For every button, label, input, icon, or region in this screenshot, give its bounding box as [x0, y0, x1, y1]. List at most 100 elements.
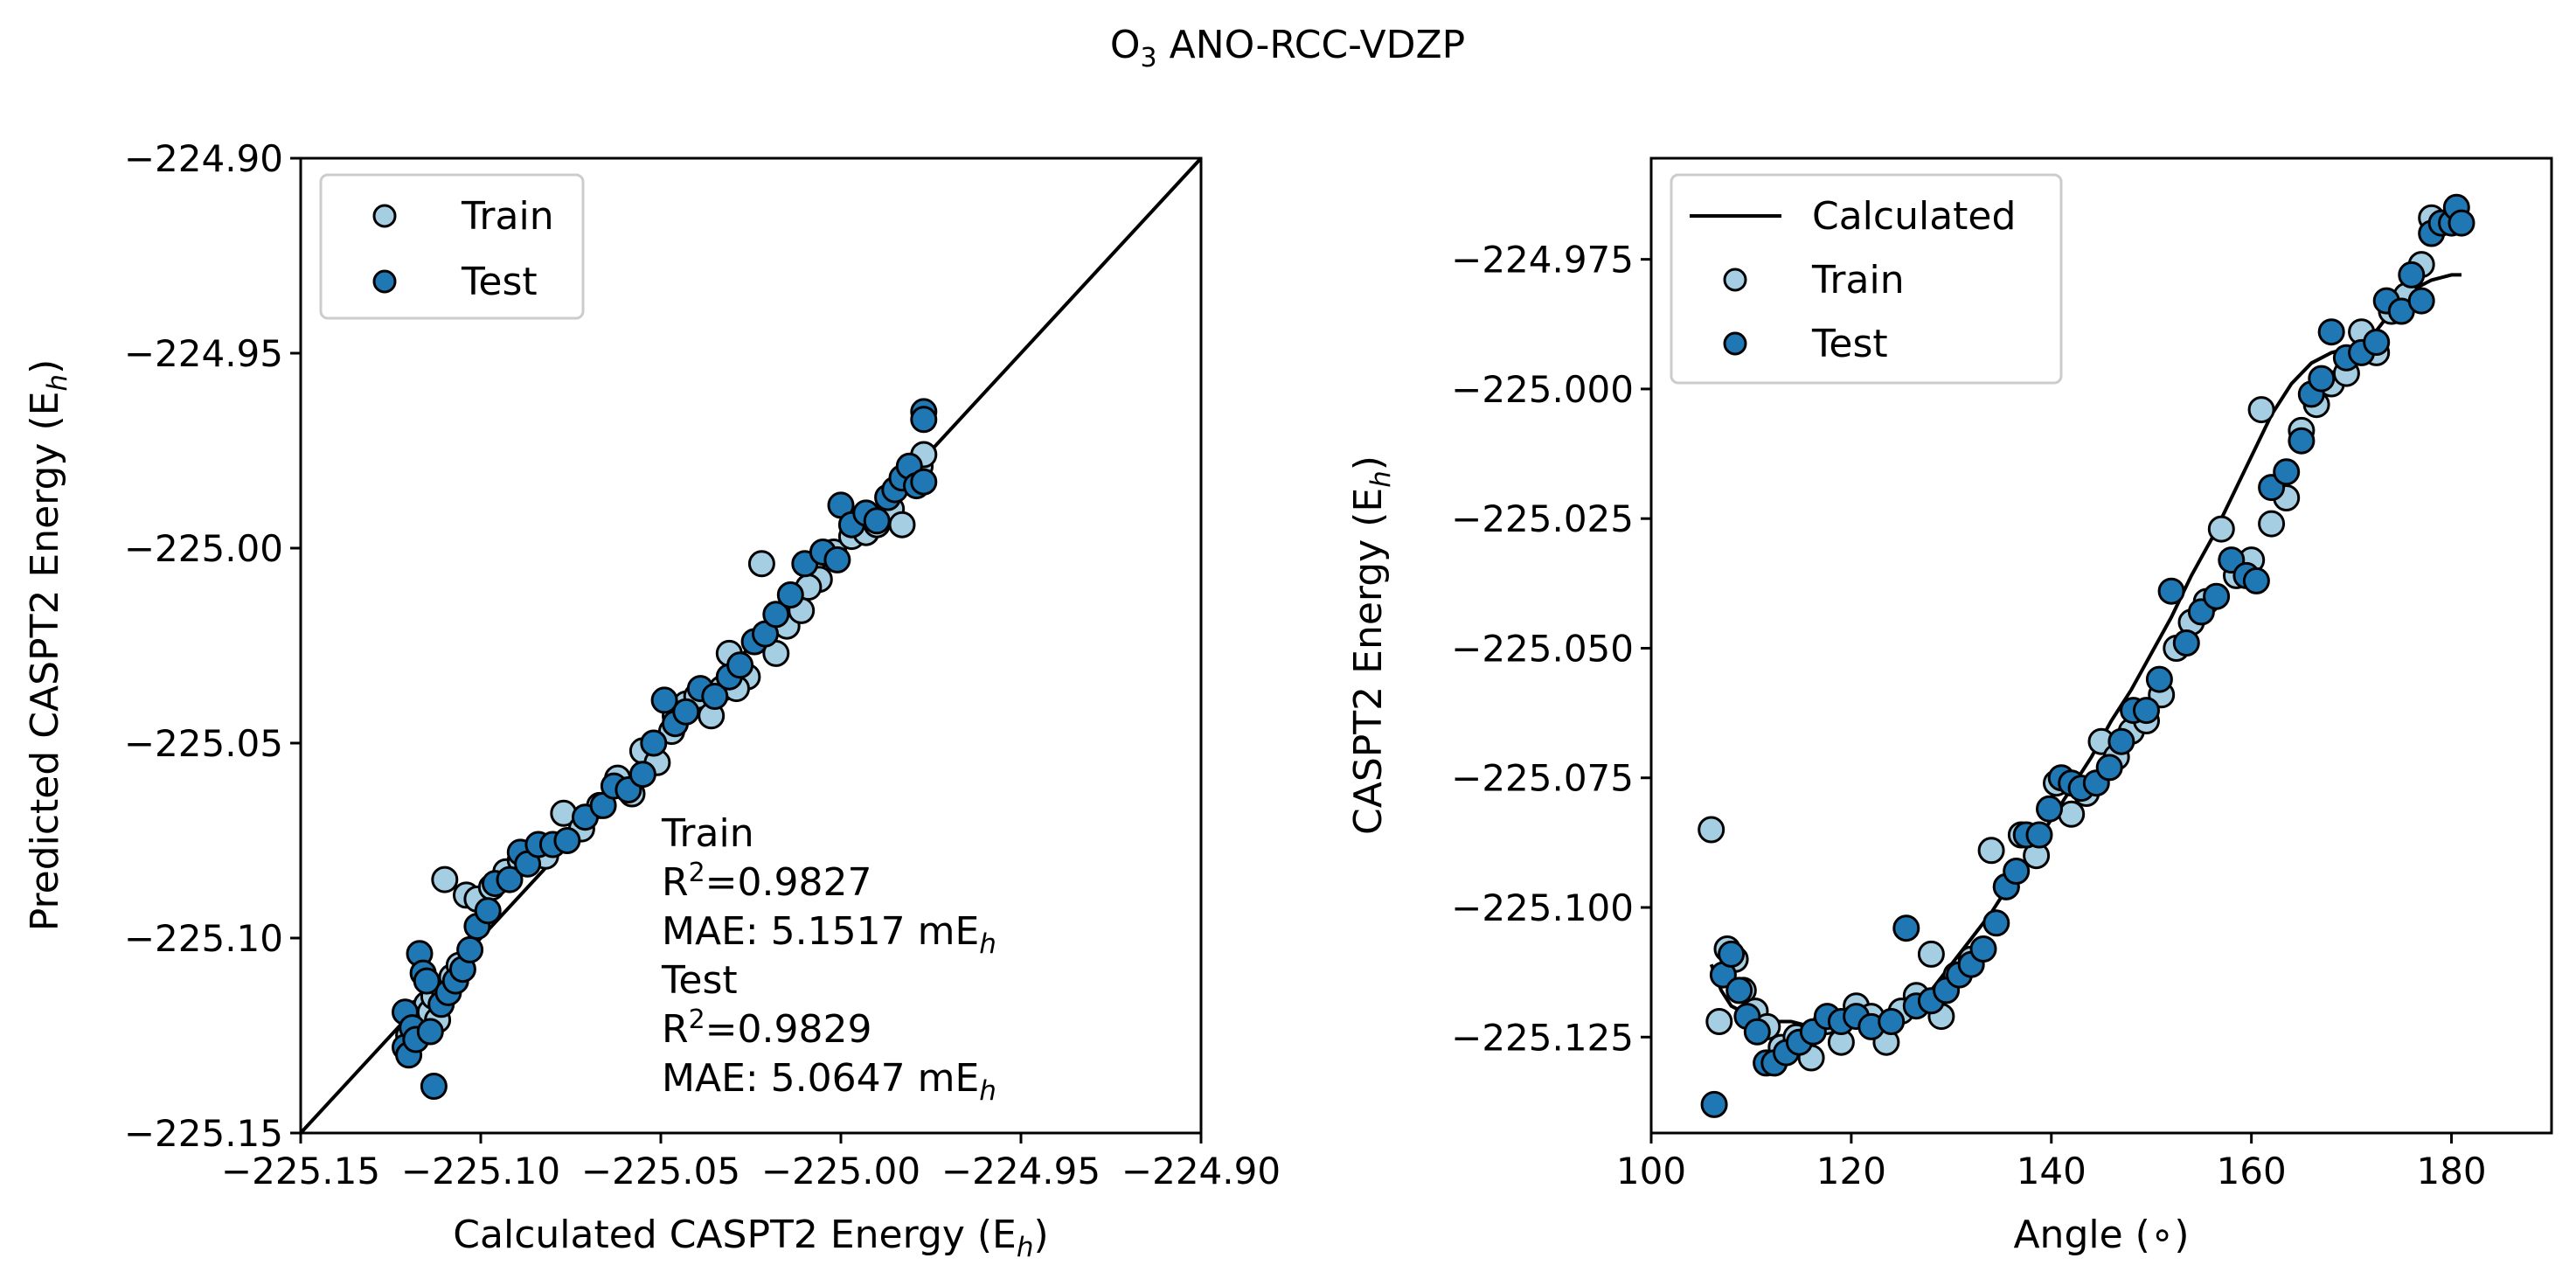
left-y-tick-label: −225.15: [124, 1112, 283, 1155]
test-series-right: [1700, 193, 2475, 1118]
test-point: [474, 897, 502, 925]
right-x-tick-label: 120: [1816, 1150, 1886, 1192]
left-x-tick-label: −225.00: [761, 1150, 920, 1192]
test-point: [1700, 1090, 1728, 1118]
right-y-tick-label: −225.125: [1451, 1016, 1634, 1059]
test-point: [1743, 1018, 1771, 1046]
right-panel: 100 120 140 160 180 −225.125 −225.100 −225.075…: [1346, 156, 2553, 1257]
train-point: [1698, 816, 1725, 844]
test-point: [2398, 261, 2426, 288]
left-x-axis-label: Calculated CASPT2 Energy (Eh): [453, 1213, 1048, 1263]
train-point: [2207, 515, 2235, 543]
test-point: [496, 865, 524, 893]
left-x-tick-label: −224.90: [1121, 1150, 1281, 1192]
train-point: [2258, 510, 2286, 538]
metrics-annotation: Train R2=0.9827 MAE: 5.1517 mEh Test R2=…: [661, 811, 996, 1107]
test-point: [416, 1018, 444, 1046]
train-point: [1917, 940, 1945, 968]
left-y-tick-label: −225.00: [124, 527, 283, 570]
calculated-curve: [1709, 273, 2461, 1029]
left-legend: Train Test: [319, 173, 585, 320]
right-y-tick-label: −225.100: [1451, 886, 1634, 929]
test-point: [2317, 318, 2345, 346]
test-point: [1969, 935, 1997, 963]
left-y-ticks: −225.15 −225.10 −225.05 −225.00 −224.95 −224.…: [124, 137, 301, 1155]
test-point: [2157, 577, 2185, 605]
test-point: [413, 967, 441, 995]
right-x-ticks: 100 120 140 160 180: [1616, 1133, 2487, 1192]
legend-test-marker: [1723, 331, 1747, 356]
left-x-tick-label: −225.15: [221, 1150, 380, 1192]
legend-calculated-label: Calculated: [1812, 194, 2016, 239]
right-y-tick-label: −224.975: [1451, 239, 1634, 282]
legend-train-marker: [372, 204, 397, 228]
calculated-line-path: [1709, 273, 2461, 1029]
test-point: [2107, 727, 2135, 755]
left-x-tick-label: −224.95: [941, 1150, 1101, 1192]
left-y-tick-label: −225.05: [124, 722, 283, 765]
test-point: [2095, 754, 2123, 782]
stats-test-mae: MAE: 5.0647 mEh: [662, 1056, 996, 1107]
train-point: [1977, 837, 2005, 865]
test-point: [1892, 914, 1920, 942]
test-point: [762, 601, 790, 629]
right-y-tick-label: −225.000: [1451, 368, 1634, 411]
test-point: [2288, 427, 2316, 455]
test-point: [2448, 209, 2475, 237]
legend-test-label: Test: [1811, 322, 1888, 366]
left-x-tick-label: −225.05: [581, 1150, 740, 1192]
left-y-axis-label: Predicted CASPT2 Energy (Eh): [23, 359, 73, 932]
test-point: [456, 935, 484, 963]
test-point: [2145, 665, 2173, 693]
train-point: [431, 865, 459, 893]
train-point: [1705, 1008, 1733, 1035]
right-x-tick-label: 140: [2017, 1150, 2086, 1192]
test-point: [1982, 909, 2010, 937]
test-point: [823, 546, 851, 573]
left-y-tick-label: −224.95: [124, 332, 283, 375]
left-axes-frame: [299, 156, 1203, 1135]
train-point: [2247, 396, 2275, 424]
legend-test-marker: [372, 269, 397, 294]
test-point: [1725, 977, 1753, 1004]
test-point: [2025, 821, 2053, 849]
test-point: [2407, 287, 2435, 315]
legend-train-label: Train: [461, 194, 554, 239]
figure-title: O3 ANO-RCC-VDZP: [1110, 23, 1465, 73]
test-point: [863, 507, 891, 535]
left-panel: −225.15 −225.10 −225.05 −225.00 −224.95 −224.…: [23, 137, 1281, 1263]
test-point: [650, 686, 678, 714]
test-point: [2003, 858, 2031, 885]
stats-train-r2: R2=0.9827: [662, 858, 872, 905]
test-series-left: [392, 398, 938, 1100]
test-point: [2308, 365, 2336, 393]
right-x-tick-label: 100: [1616, 1150, 1686, 1192]
right-x-axis-label: Angle (∘): [2013, 1213, 2189, 1257]
test-point: [672, 698, 700, 726]
test-point: [910, 468, 938, 496]
train-point: [2058, 800, 2086, 828]
test-point: [2242, 567, 2270, 594]
test-point: [1878, 1008, 1906, 1035]
right-y-tick-label: −225.050: [1451, 627, 1634, 670]
test-point: [2363, 329, 2391, 356]
right-x-tick-label: 160: [2217, 1150, 2287, 1192]
stats-train-mae: MAE: 5.1517 mEh: [662, 909, 996, 960]
test-point: [2172, 629, 2200, 657]
right-legend-box: [1670, 173, 2063, 385]
stats-test-header: Test: [661, 958, 738, 1003]
right-axes-frame: [1649, 156, 2553, 1135]
legend-train-marker: [1723, 268, 1747, 292]
legend-train-label: Train: [1811, 258, 1905, 302]
stats-train-header: Train: [661, 811, 754, 856]
test-point: [2273, 458, 2301, 486]
test-point: [701, 683, 729, 710]
right-y-ticks: −225.125 −225.100 −225.075 −225.050 −225.025…: [1451, 239, 1651, 1059]
right-y-tick-label: −225.025: [1451, 497, 1634, 540]
stats-test-r2: R2=0.9829: [662, 1004, 872, 1052]
test-point: [2203, 582, 2231, 610]
left-y-tick-label: −225.10: [124, 917, 283, 960]
right-y-axis-label: CASPT2 Energy (Eh): [1346, 455, 1397, 835]
test-point: [420, 1073, 448, 1100]
